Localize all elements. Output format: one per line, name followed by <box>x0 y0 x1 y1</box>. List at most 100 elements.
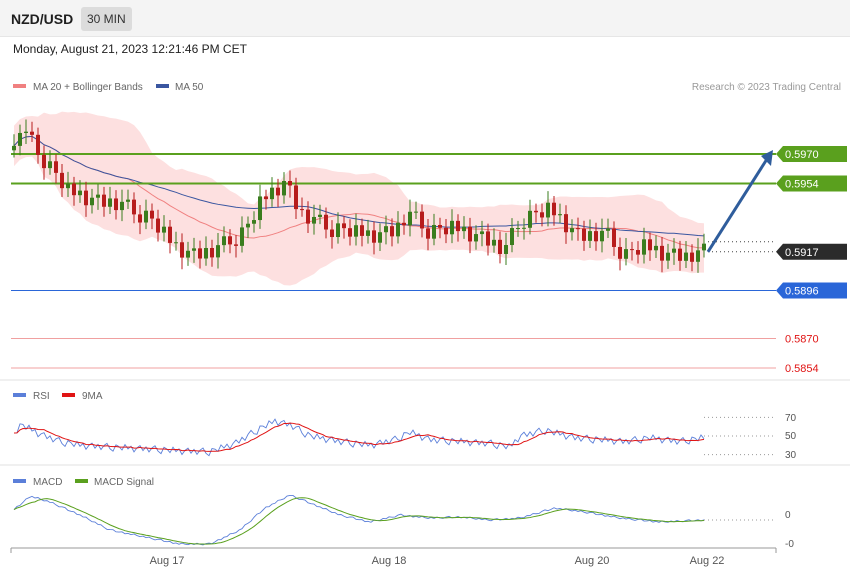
candle-body <box>102 194 106 207</box>
level-label-0.5854: 0.5854 <box>785 363 819 375</box>
candle-body <box>228 236 232 245</box>
level-tag-0.5954 <box>776 175 847 192</box>
candle-body <box>288 180 292 186</box>
candle-body <box>240 227 244 246</box>
projection-arrow-head <box>761 150 773 166</box>
candle-body <box>162 226 166 233</box>
candle-body <box>606 228 610 231</box>
x-tick-aug22: Aug 22 <box>690 555 725 567</box>
candle-body <box>420 211 424 229</box>
candle-body <box>384 226 388 233</box>
candle-body <box>48 161 52 169</box>
candle-body <box>468 226 472 242</box>
candle-body <box>156 218 160 233</box>
candle-body <box>456 220 460 232</box>
rsi-panel <box>13 416 776 457</box>
candle-body <box>648 239 652 251</box>
candle-body <box>174 242 178 244</box>
candle-body <box>120 201 124 211</box>
legend-rsi-label: RSI <box>33 391 50 402</box>
candle-body <box>624 249 628 259</box>
candle-body <box>522 227 526 229</box>
moving-averages <box>13 135 705 249</box>
candle-body <box>630 249 634 251</box>
candle-body <box>330 229 334 238</box>
candle-body <box>636 250 640 255</box>
candle-body <box>246 223 250 228</box>
candle-body <box>660 245 664 261</box>
candle-body <box>678 248 682 261</box>
legend-bb-label: MA 20 + Bollinger Bands <box>33 82 143 93</box>
legend-swatch-macd <box>13 479 26 483</box>
x-tick-aug18: Aug 18 <box>372 555 407 567</box>
candle-body <box>594 231 598 242</box>
candle-body <box>144 210 148 223</box>
candle-body <box>258 196 262 221</box>
candle-body <box>492 239 496 246</box>
candle-body <box>12 145 16 151</box>
candle-body <box>198 248 202 259</box>
candle-body <box>564 214 568 233</box>
bollinger-band-area <box>14 111 704 286</box>
candle-body <box>324 214 328 230</box>
price-level-labels: 0.5970 0.5954 0.5917 0.5896 0.5870 0.5854 <box>776 146 847 375</box>
level-tag-0.5896 <box>776 282 847 299</box>
candle-body <box>96 194 100 198</box>
timeframe-button[interactable]: 30 MIN <box>81 7 132 31</box>
candle-body <box>366 230 370 236</box>
rsi-tick-70: 70 <box>785 413 797 424</box>
candle-body <box>264 196 268 200</box>
candlesticks <box>12 119 706 273</box>
candle-body <box>294 185 298 210</box>
candle-body <box>516 228 520 230</box>
candle-body <box>684 252 688 261</box>
price-levels <box>11 153 776 369</box>
candle-body <box>54 161 58 173</box>
candle-body <box>42 154 46 169</box>
copyright-text: Research © 2023 Trading Central <box>692 82 841 93</box>
candle-body <box>600 230 604 242</box>
candle-body <box>60 172 64 189</box>
candle-body <box>486 231 490 246</box>
level-tag-0.5917 <box>776 243 847 260</box>
candle-body <box>438 224 442 228</box>
candle-body <box>318 214 322 217</box>
rsi-tick-50: 50 <box>785 431 797 442</box>
level-tag-0.5970 <box>776 146 847 162</box>
candle-body <box>24 131 28 133</box>
candle-body <box>702 243 706 251</box>
candle-body <box>426 228 430 239</box>
candle-body <box>348 228 352 237</box>
candle-body <box>30 131 34 135</box>
candle-body <box>396 222 400 237</box>
candle-body <box>582 228 586 241</box>
candle-body <box>336 223 340 238</box>
rsi-line <box>13 418 705 457</box>
candle-body <box>672 248 676 253</box>
candle-body <box>690 252 694 262</box>
candle-body <box>696 250 700 262</box>
candle-body <box>132 199 136 215</box>
header-bar: NZD/USD 30 MIN <box>0 0 850 37</box>
legend-swatch-bb <box>13 84 26 88</box>
candle-body <box>270 187 274 200</box>
candle-body <box>450 220 454 235</box>
candle-body <box>498 239 502 254</box>
candle-body <box>666 252 670 261</box>
level-label-0.5917: 0.5917 <box>785 247 819 259</box>
candle-body <box>138 214 142 223</box>
macd-line <box>13 495 705 546</box>
macd-signal-line <box>13 497 705 545</box>
candle-body <box>186 250 190 258</box>
candle-body <box>126 199 130 202</box>
macd-tick-neg: -0 <box>785 539 794 550</box>
candle-body <box>276 187 280 196</box>
projection-arrow-shaft <box>706 158 769 253</box>
candle-body <box>150 210 154 219</box>
candle-body <box>552 202 556 216</box>
candle-body <box>462 226 466 232</box>
candle-body <box>234 244 238 246</box>
candle-body <box>36 134 40 155</box>
candle-body <box>504 245 508 254</box>
